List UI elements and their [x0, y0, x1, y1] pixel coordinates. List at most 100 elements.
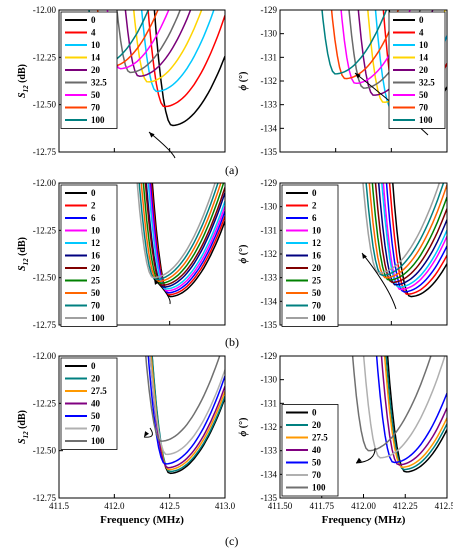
trend-arrow-head	[356, 457, 362, 463]
series-line-50	[106, 10, 170, 70]
legend-label: 10	[312, 226, 322, 236]
legend-label: 70	[419, 103, 429, 113]
legend-label: 32.5	[419, 78, 435, 88]
legend-label: 25	[312, 276, 322, 286]
legend-label: 0	[91, 361, 96, 371]
y-tick-label: -12.50	[33, 100, 57, 110]
legend-label: 0	[419, 15, 424, 25]
plot-area	[362, 183, 447, 298]
legend-label: 20	[91, 65, 101, 75]
trend-arrow	[355, 447, 376, 464]
legend-label: 6	[91, 213, 96, 223]
y-tick-label: -12.00	[33, 178, 57, 188]
legend: 0 20 27.5 40 50 70 100	[60, 357, 118, 450]
trend-arrow-head	[362, 253, 367, 259]
series-line-40	[149, 356, 225, 469]
y-tick-label: -135	[261, 493, 278, 503]
legend-label: 100	[419, 115, 433, 125]
y-axis-label: S12 (dB)	[17, 410, 30, 444]
chart-b-right: -129 -130 -131 -132 -133 -134 -135 ϕ (°) 0 2 6 10 12…	[238, 178, 448, 330]
legend-label: 70	[91, 424, 101, 434]
legend-label: 10	[91, 40, 101, 50]
y-tick-label: -12.00	[33, 5, 57, 15]
legend: 0 20 27.5 40 50 70 100	[281, 404, 339, 497]
legend-label: 100	[312, 483, 326, 493]
y-tick-label: -133	[261, 446, 278, 456]
legend-label: 14	[91, 53, 101, 63]
legend-label: 50	[91, 90, 101, 100]
legend-label: 0	[312, 188, 317, 198]
y-tick-label: -134	[261, 469, 278, 479]
y-tick-label: -12.75	[33, 147, 57, 157]
legend-label: 100	[91, 115, 105, 125]
y-tick-label: -12.50	[33, 446, 57, 456]
trend-arrow-head	[144, 431, 149, 437]
y-axis-label-unit: (°)	[238, 418, 249, 431]
legend-label: 2	[91, 201, 96, 211]
series-line-12	[381, 183, 447, 288]
y-tick-label: -129	[261, 351, 278, 361]
y-tick-label: -131	[261, 398, 278, 408]
x-tick-label: 412.5	[160, 501, 181, 511]
series-line-10	[148, 183, 225, 292]
y-tick-label: -132	[261, 76, 278, 86]
legend-label: 50	[312, 288, 322, 298]
y-tick-label: -130	[261, 202, 278, 212]
y-axis-label-unit: (dB)	[17, 410, 28, 431]
legend-label: 70	[312, 301, 322, 311]
y-tick-label: -129	[261, 5, 278, 15]
series-line-70	[362, 356, 446, 459]
chart-a-right: -129 -130 -131 -132 -133 -134 -135 ϕ (°) 0 4 10 14 2…	[238, 5, 448, 157]
y-axis-label-unit: (°)	[238, 72, 249, 85]
y-axis-label-symbol: ϕ	[238, 257, 249, 263]
series-line-12	[147, 183, 225, 290]
chart-a-left: -12.00 -12.25 -12.50 -12.75 S12 (dB) 0 4 10 14 20…	[17, 5, 226, 159]
series-line-70	[149, 356, 225, 456]
series-line-4	[147, 10, 225, 108]
legend-label: 27.5	[312, 433, 328, 443]
series-line-20	[374, 183, 447, 284]
legend-label: 4	[91, 28, 96, 38]
y-axis-label-unit: (dB)	[17, 64, 28, 85]
legend: 0 4 10 14 20 32.5 50 70 100	[388, 11, 446, 129]
legend-label: 16	[91, 251, 101, 261]
y-axis-label: S12 (dB)	[17, 237, 30, 271]
series-line-100	[136, 183, 216, 279]
legend-label: 20	[312, 420, 322, 430]
series-line-50	[340, 10, 411, 85]
series-line-27.5	[383, 356, 447, 468]
legend-label: 12	[91, 238, 101, 248]
series-line-70	[138, 183, 219, 281]
y-axis-label-symbol: S	[17, 438, 28, 444]
y-tick-label: -12.25	[33, 398, 57, 408]
series-line-2	[150, 183, 225, 296]
y-tick-label: -12.75	[33, 493, 57, 503]
legend-label: 10	[419, 40, 429, 50]
panel-label-b: (b)	[225, 335, 239, 349]
x-tick-label: 411.75	[310, 501, 335, 511]
panel-label-a: (a)	[225, 163, 238, 177]
legend-label: 20	[312, 263, 322, 273]
series-line-50	[140, 183, 222, 283]
series-line-40	[380, 356, 447, 466]
axes-frame	[58, 355, 226, 499]
y-tick-label: -133	[261, 100, 278, 110]
series-line-10	[140, 10, 215, 93]
series-line-25	[371, 183, 447, 281]
series-line-14	[132, 10, 203, 83]
legend-label: 50	[91, 288, 101, 298]
y-tick-label: -131	[261, 225, 278, 235]
x-tick-label: 412.00	[351, 501, 376, 511]
series-line-100	[362, 183, 441, 274]
series-line-0	[153, 10, 225, 127]
legend-label: 32.5	[91, 78, 107, 88]
plot-area	[351, 356, 447, 473]
legend-label: 20	[91, 374, 101, 384]
y-axis-label-unit: (°)	[238, 245, 249, 258]
legend-label: 27.5	[91, 386, 107, 396]
series-line-70	[96, 10, 159, 68]
y-axis-label-subscript: 12	[22, 258, 30, 266]
legend-label: 100	[91, 436, 105, 446]
